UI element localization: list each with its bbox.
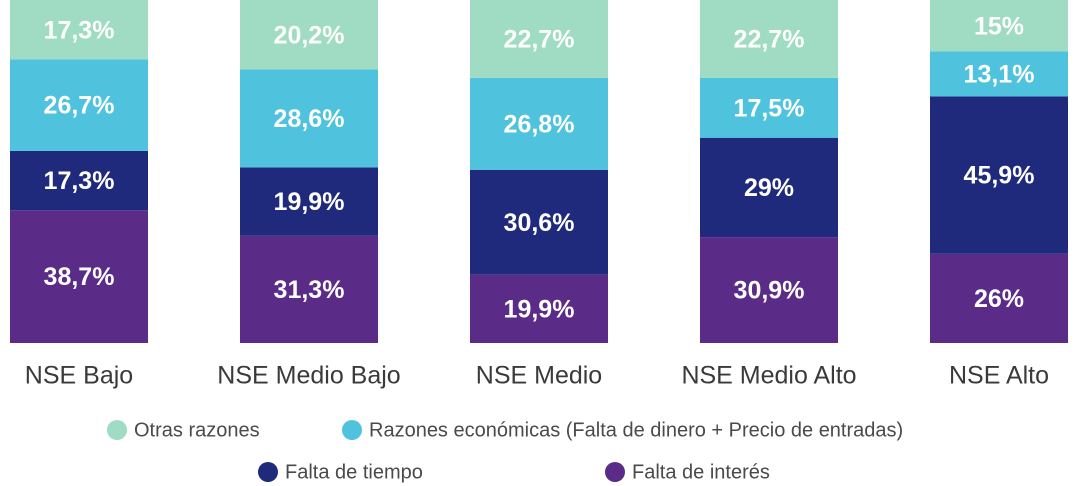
value-label: 30,9% [734, 277, 805, 305]
bar-segment [240, 0, 378, 70]
bar-segment [930, 51, 1068, 97]
x-tick-label: NSE Bajo [25, 362, 133, 390]
legend-label: Otras razones [134, 419, 260, 441]
value-label: 26,7% [44, 92, 115, 120]
bar-segment [240, 69, 378, 168]
legend-label: Falta de tiempo [285, 461, 423, 483]
bar-segment [700, 77, 838, 138]
legend-label: Falta de interés [632, 461, 770, 483]
bar-segment [930, 253, 1068, 343]
value-label: 19,9% [504, 295, 575, 323]
bar-segment [10, 0, 148, 60]
value-label: 13,1% [964, 61, 1035, 89]
value-label: 45,9% [964, 162, 1035, 190]
bar-segment [10, 59, 148, 151]
x-tick-label: NSE Medio Alto [681, 362, 856, 390]
legend-label: Razones económicas (Falta de dinero + Pr… [369, 419, 903, 441]
value-label: 17,3% [44, 16, 115, 44]
value-label: 28,6% [274, 105, 345, 133]
bar-segment [10, 150, 148, 211]
value-label: 17,3% [44, 167, 115, 195]
value-label: 20,2% [274, 21, 345, 49]
bar-segment [470, 0, 608, 78]
value-label: 38,7% [44, 263, 115, 291]
legend-swatch [605, 462, 625, 482]
value-label: 22,7% [734, 26, 805, 54]
bar-segment [930, 96, 1068, 254]
bar-segment [700, 237, 838, 343]
value-label: 22,7% [504, 26, 575, 54]
value-label: 31,3% [274, 276, 345, 304]
value-label: 15% [974, 12, 1024, 40]
bar-segment [470, 274, 608, 343]
value-label: 26,8% [504, 110, 575, 138]
value-label: 17,5% [734, 94, 805, 122]
bar-segment [700, 137, 838, 238]
value-label: 26% [974, 285, 1024, 313]
bar-segment [10, 210, 148, 343]
bar-segment [700, 0, 838, 78]
x-tick-label: NSE Alto [949, 362, 1049, 390]
legend-swatch [107, 420, 127, 440]
bar-segment [470, 169, 608, 275]
legend-swatch [258, 462, 278, 482]
bar-segment [240, 235, 378, 343]
bar-segment [240, 167, 378, 236]
value-label: 30,6% [504, 209, 575, 237]
bar-segment [930, 0, 1068, 52]
value-label: 29% [744, 174, 794, 202]
x-tick-label: NSE Medio [476, 362, 602, 390]
value-label: 19,9% [274, 188, 345, 216]
legend-swatch [342, 420, 362, 440]
x-tick-label: NSE Medio Bajo [217, 362, 400, 390]
bar-segment [470, 77, 608, 170]
